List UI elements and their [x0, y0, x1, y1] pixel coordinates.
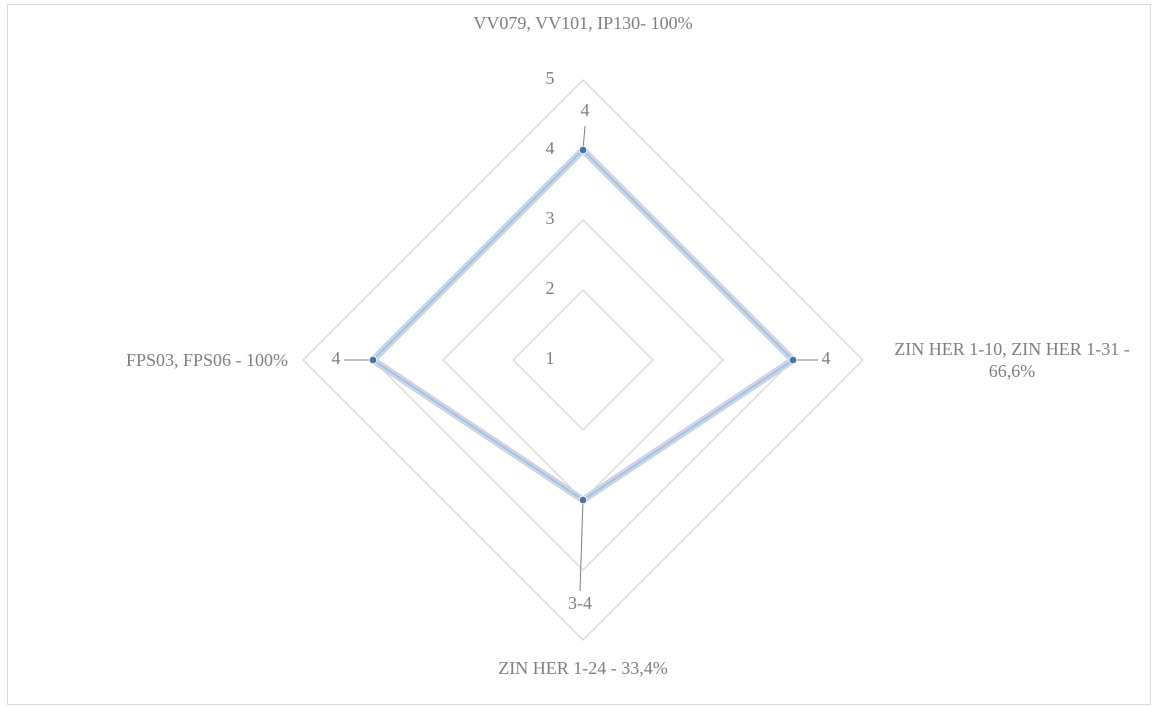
- data-label: 4: [822, 348, 831, 368]
- chart-border: [7, 4, 1151, 705]
- r-tick-label: 1: [546, 348, 555, 368]
- data-label: 4: [581, 100, 590, 120]
- grid-ring: [512, 289, 654, 431]
- data-label: 4: [332, 348, 341, 368]
- data-point: [578, 145, 588, 155]
- leader-line: [579, 499, 584, 592]
- r-tick-label: 2: [546, 278, 555, 298]
- category-label: FPS03, FPS06 - 100%: [125, 350, 288, 370]
- data-point: [788, 355, 798, 365]
- data-label: 3-4: [568, 593, 592, 613]
- category-label: ZIN HER 1-24 - 33,4%: [498, 658, 668, 678]
- r-tick-label: 5: [546, 68, 555, 88]
- grid-ring: [302, 79, 864, 641]
- r-tick-label: 4: [546, 138, 555, 158]
- data-point: [578, 495, 588, 505]
- category-label: VV079, VV101, IP130- 100%: [473, 13, 693, 33]
- r-tick-label: 3: [546, 208, 555, 228]
- category-label: ZIN HER 1-10, ZIN HER 1-31 - 66,6%: [894, 339, 1130, 381]
- data-point: [368, 355, 378, 365]
